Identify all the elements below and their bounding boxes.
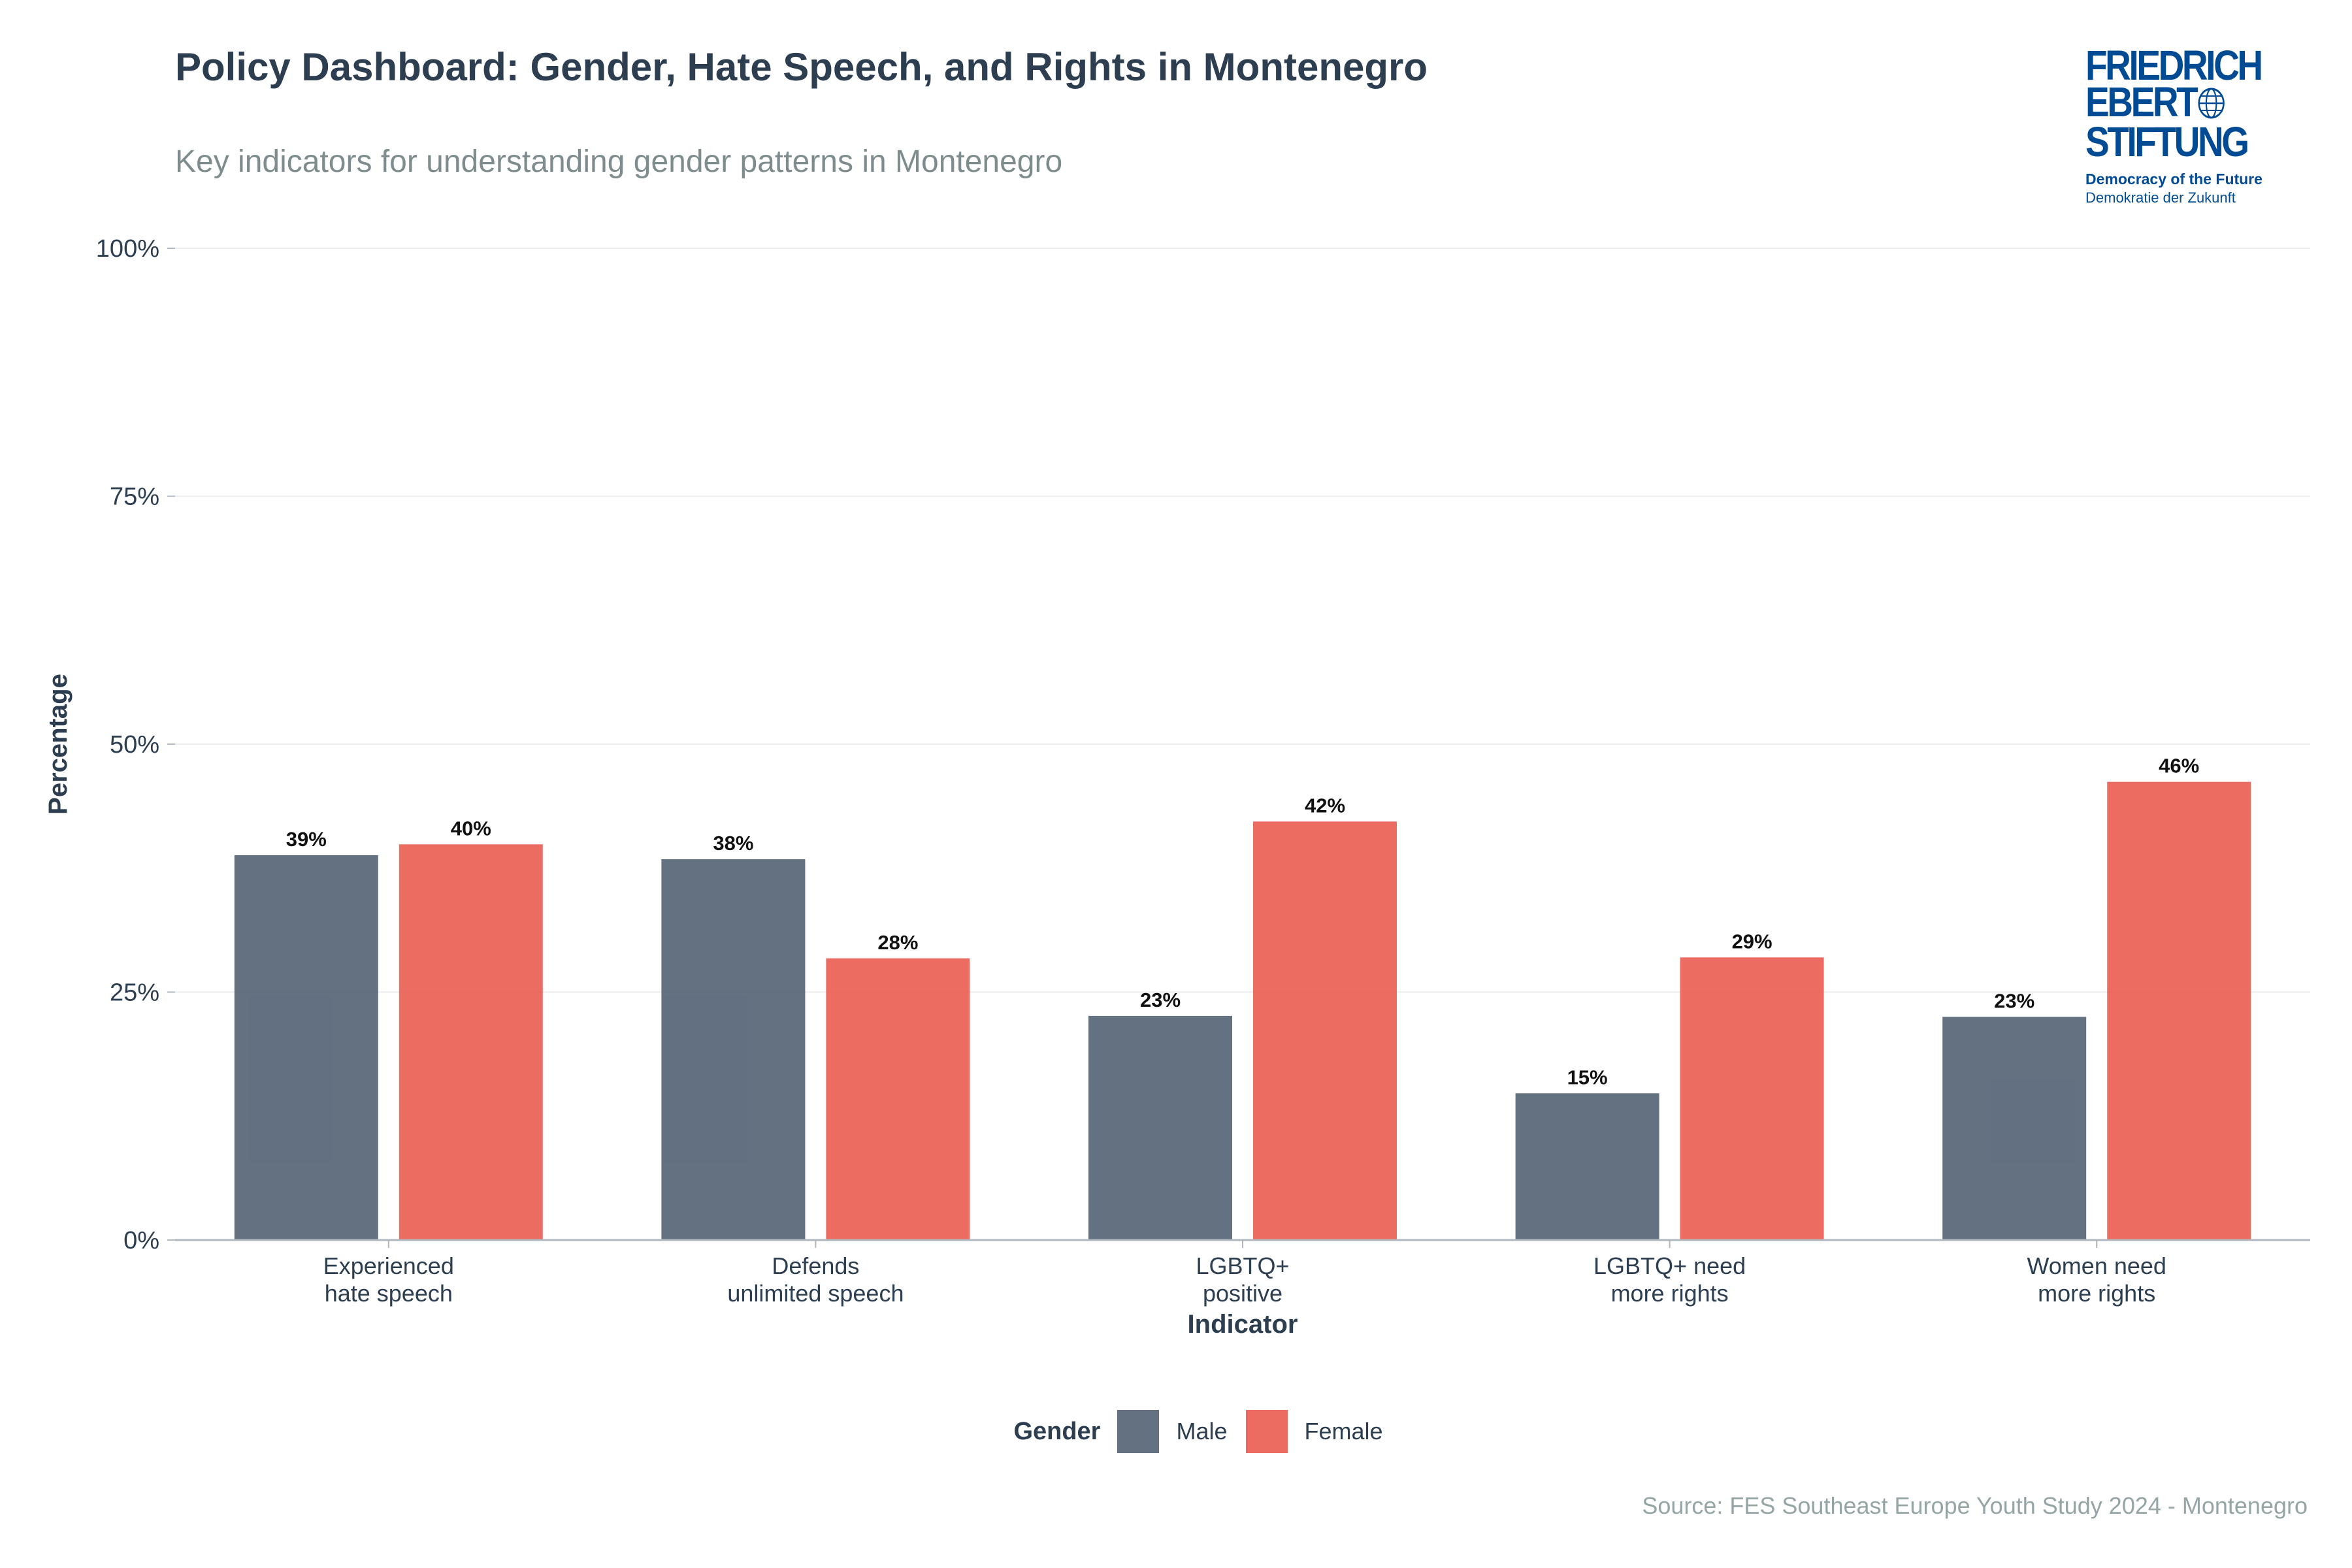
- logo-line-3: STIFTUNG: [2085, 118, 2249, 166]
- y-axis-ticks: 0% 25% 50% 75% 100%: [96, 235, 175, 1254]
- bar-male: [1088, 1015, 1232, 1240]
- bar-value-label: 42%: [1305, 794, 1345, 817]
- legend-label-male: Male: [1176, 1418, 1228, 1445]
- legend-title: Gender: [1013, 1417, 1101, 1445]
- bar-female: [1253, 821, 1397, 1240]
- x-tick-label: Experienced hate speech: [323, 1252, 454, 1307]
- bar-male: [234, 855, 378, 1240]
- legend-label-female: Female: [1304, 1418, 1383, 1445]
- bar-value-label: 40%: [451, 817, 491, 840]
- globe-icon: [2197, 87, 2225, 123]
- y-tick-label: 75%: [110, 483, 159, 511]
- bar-value-label: 38%: [713, 832, 753, 855]
- bar-female: [826, 958, 970, 1240]
- data-labels: 39% 40% 38% 28% 23% 42% 15% 29% 23% 46%: [286, 755, 2199, 1089]
- bars: [234, 781, 2251, 1240]
- bar-male: [1515, 1093, 1659, 1240]
- source-note: Source: FES Southeast Europe Youth Study…: [1642, 1492, 2308, 1519]
- y-tick-label: 25%: [110, 979, 159, 1007]
- bar-female: [1680, 957, 1824, 1240]
- bar-value-label: 23%: [1140, 988, 1181, 1011]
- x-tick-label: Women need more rights: [2027, 1252, 2166, 1307]
- legend-inner: Gender Male Female: [1013, 1410, 1401, 1453]
- bar-female: [399, 844, 543, 1240]
- logo-tagline-de: Demokratie der Zukunft: [2085, 189, 2236, 206]
- bar-value-label: 46%: [2159, 755, 2199, 777]
- y-axis-title: Percentage: [44, 674, 73, 815]
- logo-line-2-row: EBERT: [2085, 81, 2254, 123]
- logo-tagline-en: Democracy of the Future: [2085, 171, 2262, 188]
- x-axis-ticks: Experienced hate speech Defends unlimited s…: [323, 1240, 2166, 1307]
- logo-line-2: EBERT: [2085, 78, 2198, 125]
- bar-value-label: 28%: [877, 931, 918, 954]
- y-tick-label: 50%: [110, 731, 159, 759]
- page-title: Policy Dashboard: Gender, Hate Speech, a…: [175, 45, 1428, 89]
- bar-female: [2107, 781, 2251, 1240]
- bar-male: [661, 859, 806, 1240]
- x-axis-title: Indicator: [1188, 1310, 1298, 1339]
- legend: Gender Male Female: [0, 1410, 2352, 1453]
- legend-key-male: [1117, 1410, 1160, 1453]
- fes-logo: FRIEDRICH EBERT STIFTUNG Democracy of th…: [2085, 42, 2281, 206]
- legend-key-female: [1245, 1410, 1288, 1453]
- y-tick-label: 0%: [123, 1227, 159, 1254]
- bar-value-label: 29%: [1732, 930, 1772, 953]
- y-tick-label: 100%: [96, 235, 159, 263]
- page-subtitle: Key indicators for understanding gender …: [175, 144, 1063, 179]
- bar-value-label: 39%: [286, 828, 327, 851]
- x-tick-label: LGBTQ+ positive: [1196, 1252, 1289, 1307]
- bar-male: [1942, 1017, 2087, 1240]
- x-tick-label: LGBTQ+ need more rights: [1593, 1252, 1746, 1307]
- bar-value-label: 23%: [1994, 989, 2034, 1012]
- x-tick-label: Defends unlimited speech: [727, 1252, 904, 1307]
- logo-line-1: FRIEDRICH: [2085, 42, 2263, 89]
- bar-value-label: 15%: [1567, 1066, 1608, 1088]
